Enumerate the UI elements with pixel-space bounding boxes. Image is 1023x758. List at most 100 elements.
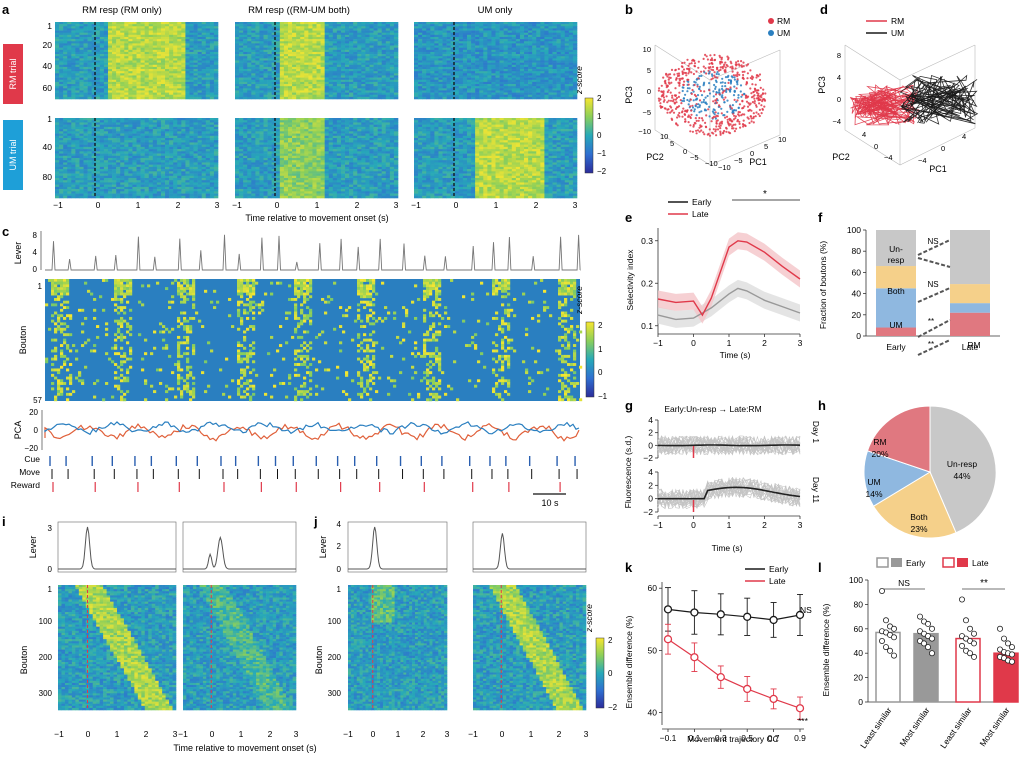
- a-heatmap-cell: [71, 54, 76, 57]
- a-heatmap-cell: [235, 77, 240, 81]
- a-heatmap-cell: [312, 56, 317, 59]
- a-heatmap-cell: [152, 164, 158, 168]
- a-heatmap-cell: [156, 73, 162, 76]
- a-heatmap-cell: [259, 66, 264, 70]
- a-heatmap-cell: [99, 135, 105, 139]
- a-heatmap-cell: [251, 47, 256, 51]
- a-heatmap-cell: [263, 84, 268, 87]
- a-heatmap-cell: [381, 151, 387, 154]
- a-heatmap-cell: [95, 126, 101, 130]
- a-heatmap-cell: [181, 184, 186, 188]
- a-heatmap-cell: [55, 126, 60, 130]
- a-heatmap-cell: [300, 140, 305, 143]
- a-heatmap-cell: [55, 47, 60, 51]
- a-heatmap-cell: [320, 49, 325, 53]
- a-heatmap-cell: [173, 122, 178, 125]
- a-heatmap-cell: [373, 138, 378, 141]
- a-heatmap-cell: [361, 54, 366, 57]
- a-heatmap-cell: [83, 77, 88, 81]
- a-heatmap-cell: [120, 178, 125, 181]
- a-heatmap-cell: [87, 142, 92, 145]
- a-heatmap-cell: [189, 140, 194, 143]
- a-heatmap-cell: [107, 191, 113, 194]
- a-heatmap-cell: [112, 189, 117, 192]
- a-heatmap-cell: [205, 173, 211, 177]
- a-heatmap-cell: [189, 86, 194, 89]
- a-heatmap-cell: [75, 126, 80, 130]
- a-heatmap-cell: [201, 43, 207, 46]
- a-heatmap-cell: [369, 60, 374, 63]
- a-heatmap-cell: [197, 64, 203, 68]
- a-heatmap-cell: [247, 146, 252, 150]
- a-heatmap-cell: [361, 81, 366, 85]
- a-heatmap-cell: [296, 41, 301, 44]
- a-heatmap-cell: [99, 73, 105, 76]
- a-heatmap-cell: [75, 84, 80, 87]
- a-heatmap-cell: [373, 84, 378, 87]
- a-heatmap-cell: [55, 90, 60, 93]
- a-heatmap-cell: [345, 146, 350, 150]
- a-heatmap-cell: [393, 124, 399, 128]
- a-heatmap-cell: [177, 28, 182, 31]
- a-heatmap-cell: [79, 34, 84, 38]
- a-heatmap-cell: [312, 73, 317, 76]
- a-heatmap-cell: [235, 34, 240, 38]
- a-heatmap-cell: [99, 86, 105, 89]
- a-heatmap-cell: [193, 173, 198, 177]
- a-heatmap-cell: [55, 71, 60, 74]
- a-heatmap-cell: [193, 58, 198, 61]
- a-heatmap-cell: [235, 153, 240, 157]
- a-heatmap-cell: [177, 45, 182, 48]
- a-heatmap-cell: [381, 144, 387, 148]
- a-heatmap-cell: [169, 171, 174, 174]
- a-heatmap-cell: [209, 75, 215, 78]
- a-heatmap-cell: [152, 49, 158, 53]
- a-heatmap-cell: [55, 45, 60, 48]
- a-heatmap-cell: [193, 189, 198, 192]
- a-heatmap-cell: [75, 129, 80, 132]
- a-heatmap-cell: [308, 131, 313, 134]
- a-heatmap-cell: [292, 45, 297, 48]
- a-heatmap-cell: [156, 51, 162, 55]
- a-heatmap-cell: [189, 173, 194, 177]
- a-heatmap-cell: [201, 71, 207, 74]
- a-heatmap-cell: [193, 144, 198, 148]
- a-heatmap-cell: [279, 39, 285, 42]
- a-heatmap-cell: [292, 88, 297, 91]
- a-heatmap-cell: [173, 146, 178, 150]
- a-heatmap-cell: [132, 43, 137, 46]
- a-heatmap-cell: [300, 77, 305, 81]
- a-heatmap-cell: [144, 49, 150, 53]
- a-heatmap-cell: [103, 155, 109, 159]
- a-heatmap-cell: [87, 144, 92, 148]
- a-heatmap-cell: [340, 144, 346, 148]
- a-heatmap-cell: [332, 51, 338, 55]
- a-heatmap-cell: [71, 41, 76, 44]
- a-heatmap-cell: [304, 153, 309, 157]
- a-heatmap-cell: [393, 41, 399, 44]
- a-heatmap-cell: [112, 144, 117, 148]
- a-heatmap-cell: [71, 166, 76, 170]
- a-heatmap-cell: [75, 153, 80, 157]
- a-heatmap-cell: [181, 84, 186, 87]
- a-heatmap-cell: [128, 24, 133, 27]
- a-heatmap-cell: [160, 144, 166, 148]
- a-heatmap-cell: [95, 142, 101, 145]
- a-heatmap-cell: [320, 77, 325, 81]
- a-heatmap-cell: [201, 138, 207, 141]
- a-heatmap-cell: [148, 47, 154, 51]
- a-heatmap-cell: [296, 151, 301, 154]
- a-heatmap-cell: [349, 77, 354, 81]
- a-heatmap-cell: [156, 153, 162, 157]
- a-heatmap-cell: [197, 86, 203, 89]
- a-heatmap-cell: [205, 182, 211, 185]
- a-heatmap-cell: [345, 151, 350, 154]
- a-heatmap-cell: [193, 30, 198, 33]
- a-heatmap-cell: [259, 144, 264, 148]
- a-heatmap-cell: [63, 36, 68, 40]
- a-heatmap-cell: [287, 47, 293, 51]
- a-heatmap-cell: [99, 126, 105, 130]
- a-heatmap-cell: [128, 189, 133, 192]
- a-heatmap-cell: [87, 133, 92, 137]
- a-heatmap-cell: [189, 94, 194, 98]
